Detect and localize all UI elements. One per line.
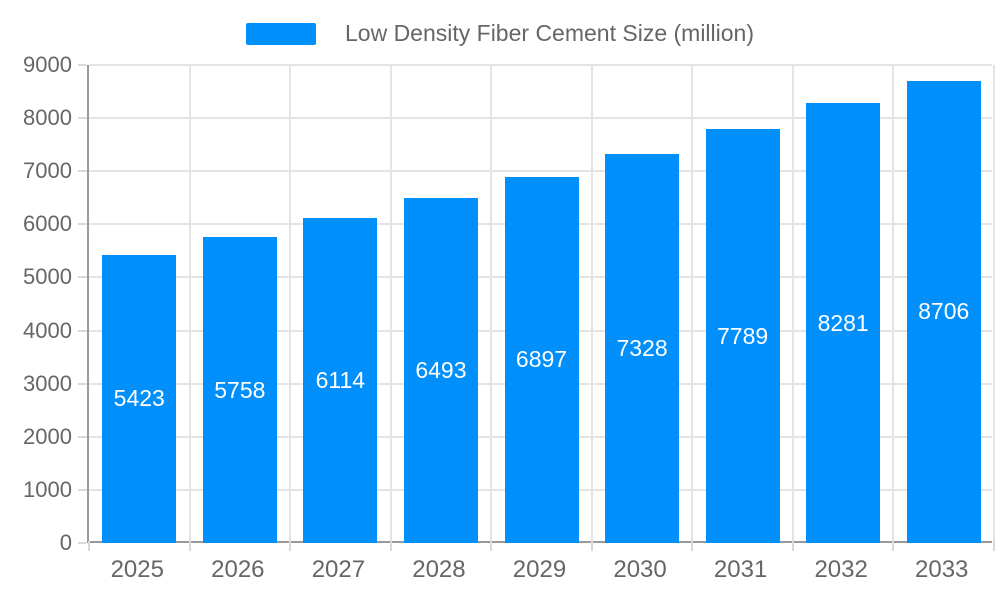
y-axis-tick-label: 4000 [23,317,72,343]
x-axis-tick-label: 2032 [814,556,868,583]
x-axis-tick-label: 2027 [311,556,366,583]
plot-area: 5423 5758 6114 6493 6897 7328 7789 8281 8706 [78,64,995,551]
x-tick-mark [590,541,593,551]
x-gridline [389,65,392,541]
bar-value-label: 8706 [918,298,970,325]
bar-value-label: 6897 [515,346,568,373]
x-tick-mark [289,541,292,551]
bar[interactable]: 5423 [102,254,177,543]
y-tick-mark [78,276,87,279]
bar-value-label: 7328 [616,334,668,361]
bar[interactable]: 8281 [806,103,881,543]
y-tick-mark [78,329,87,332]
x-axis-tick-label: 2031 [713,556,768,583]
bar[interactable]: 6114 [303,218,378,543]
x-gridline [892,65,895,541]
x-tick-mark [389,541,392,551]
x-tick-mark [490,541,493,551]
y-axis-tick-label: 7000 [23,158,72,184]
y-axis-tick-label: 9000 [23,52,72,77]
x-axis-tick-label: 2033 [915,556,969,583]
bar-value-label: 6114 [315,367,366,394]
bar-value-label: 7789 [717,322,769,349]
x-gridline [188,65,191,541]
x-tick-mark [892,541,895,551]
x-axis-tick-label: 2026 [211,556,265,583]
legend: Low Density Fiber Cement Size (million) [0,20,1000,47]
x-gridline [289,65,292,541]
x-gridline [490,65,493,541]
x-axis-tick-label: 2029 [512,556,567,583]
y-axis-tick-label: 8000 [23,105,72,131]
x-tick-mark [691,541,694,551]
y-axis-tick-label: 3000 [23,370,72,396]
legend-swatch-icon [245,22,316,45]
x-gridline [791,65,794,541]
bar[interactable]: 7328 [605,153,680,543]
bar-value-label: 8281 [817,309,869,336]
x-axis-tick-label: 2025 [110,556,164,583]
x-tick-mark [188,541,191,551]
y-tick-mark [78,223,87,226]
bar-value-label: 5423 [113,385,165,412]
x-gridline [590,65,593,541]
x-gridline [691,65,694,541]
y-tick-mark [78,382,87,385]
y-tick-mark [78,117,87,120]
bar-value-label: 5758 [214,376,266,403]
y-axis-tick-label: 0 [59,530,72,555]
y-tick-mark [78,488,87,491]
y-gridline [89,64,992,66]
y-tick-mark [78,64,87,66]
x-axis-tick-label: 2030 [613,556,667,583]
y-gridline [89,170,992,173]
y-axis-tick-label: 5000 [23,264,72,290]
y-tick-mark [78,435,87,438]
x-tick-mark [88,541,90,551]
bar[interactable]: 5758 [202,237,277,543]
bar[interactable]: 7789 [705,129,780,543]
y-axis-tick-label: 1000 [23,476,72,502]
y-gridline [89,117,992,120]
y-tick-mark [78,170,87,173]
bar[interactable]: 6493 [403,198,478,543]
x-tick-mark [791,541,794,551]
legend-label: Low Density Fiber Cement Size (million) [344,20,754,46]
y-axis-tick-label: 2000 [23,423,72,449]
x-gridline [993,65,995,541]
legend-item[interactable]: Low Density Fiber Cement Size (million) [245,20,754,47]
bar-value-label: 6493 [415,357,467,384]
y-tick-mark [78,542,87,544]
x-axis-tick-label: 2028 [412,556,466,583]
bar[interactable]: 8706 [906,80,981,543]
x-tick-mark [993,541,995,551]
bar[interactable]: 6897 [504,176,579,543]
y-axis-tick-label: 6000 [23,211,72,237]
